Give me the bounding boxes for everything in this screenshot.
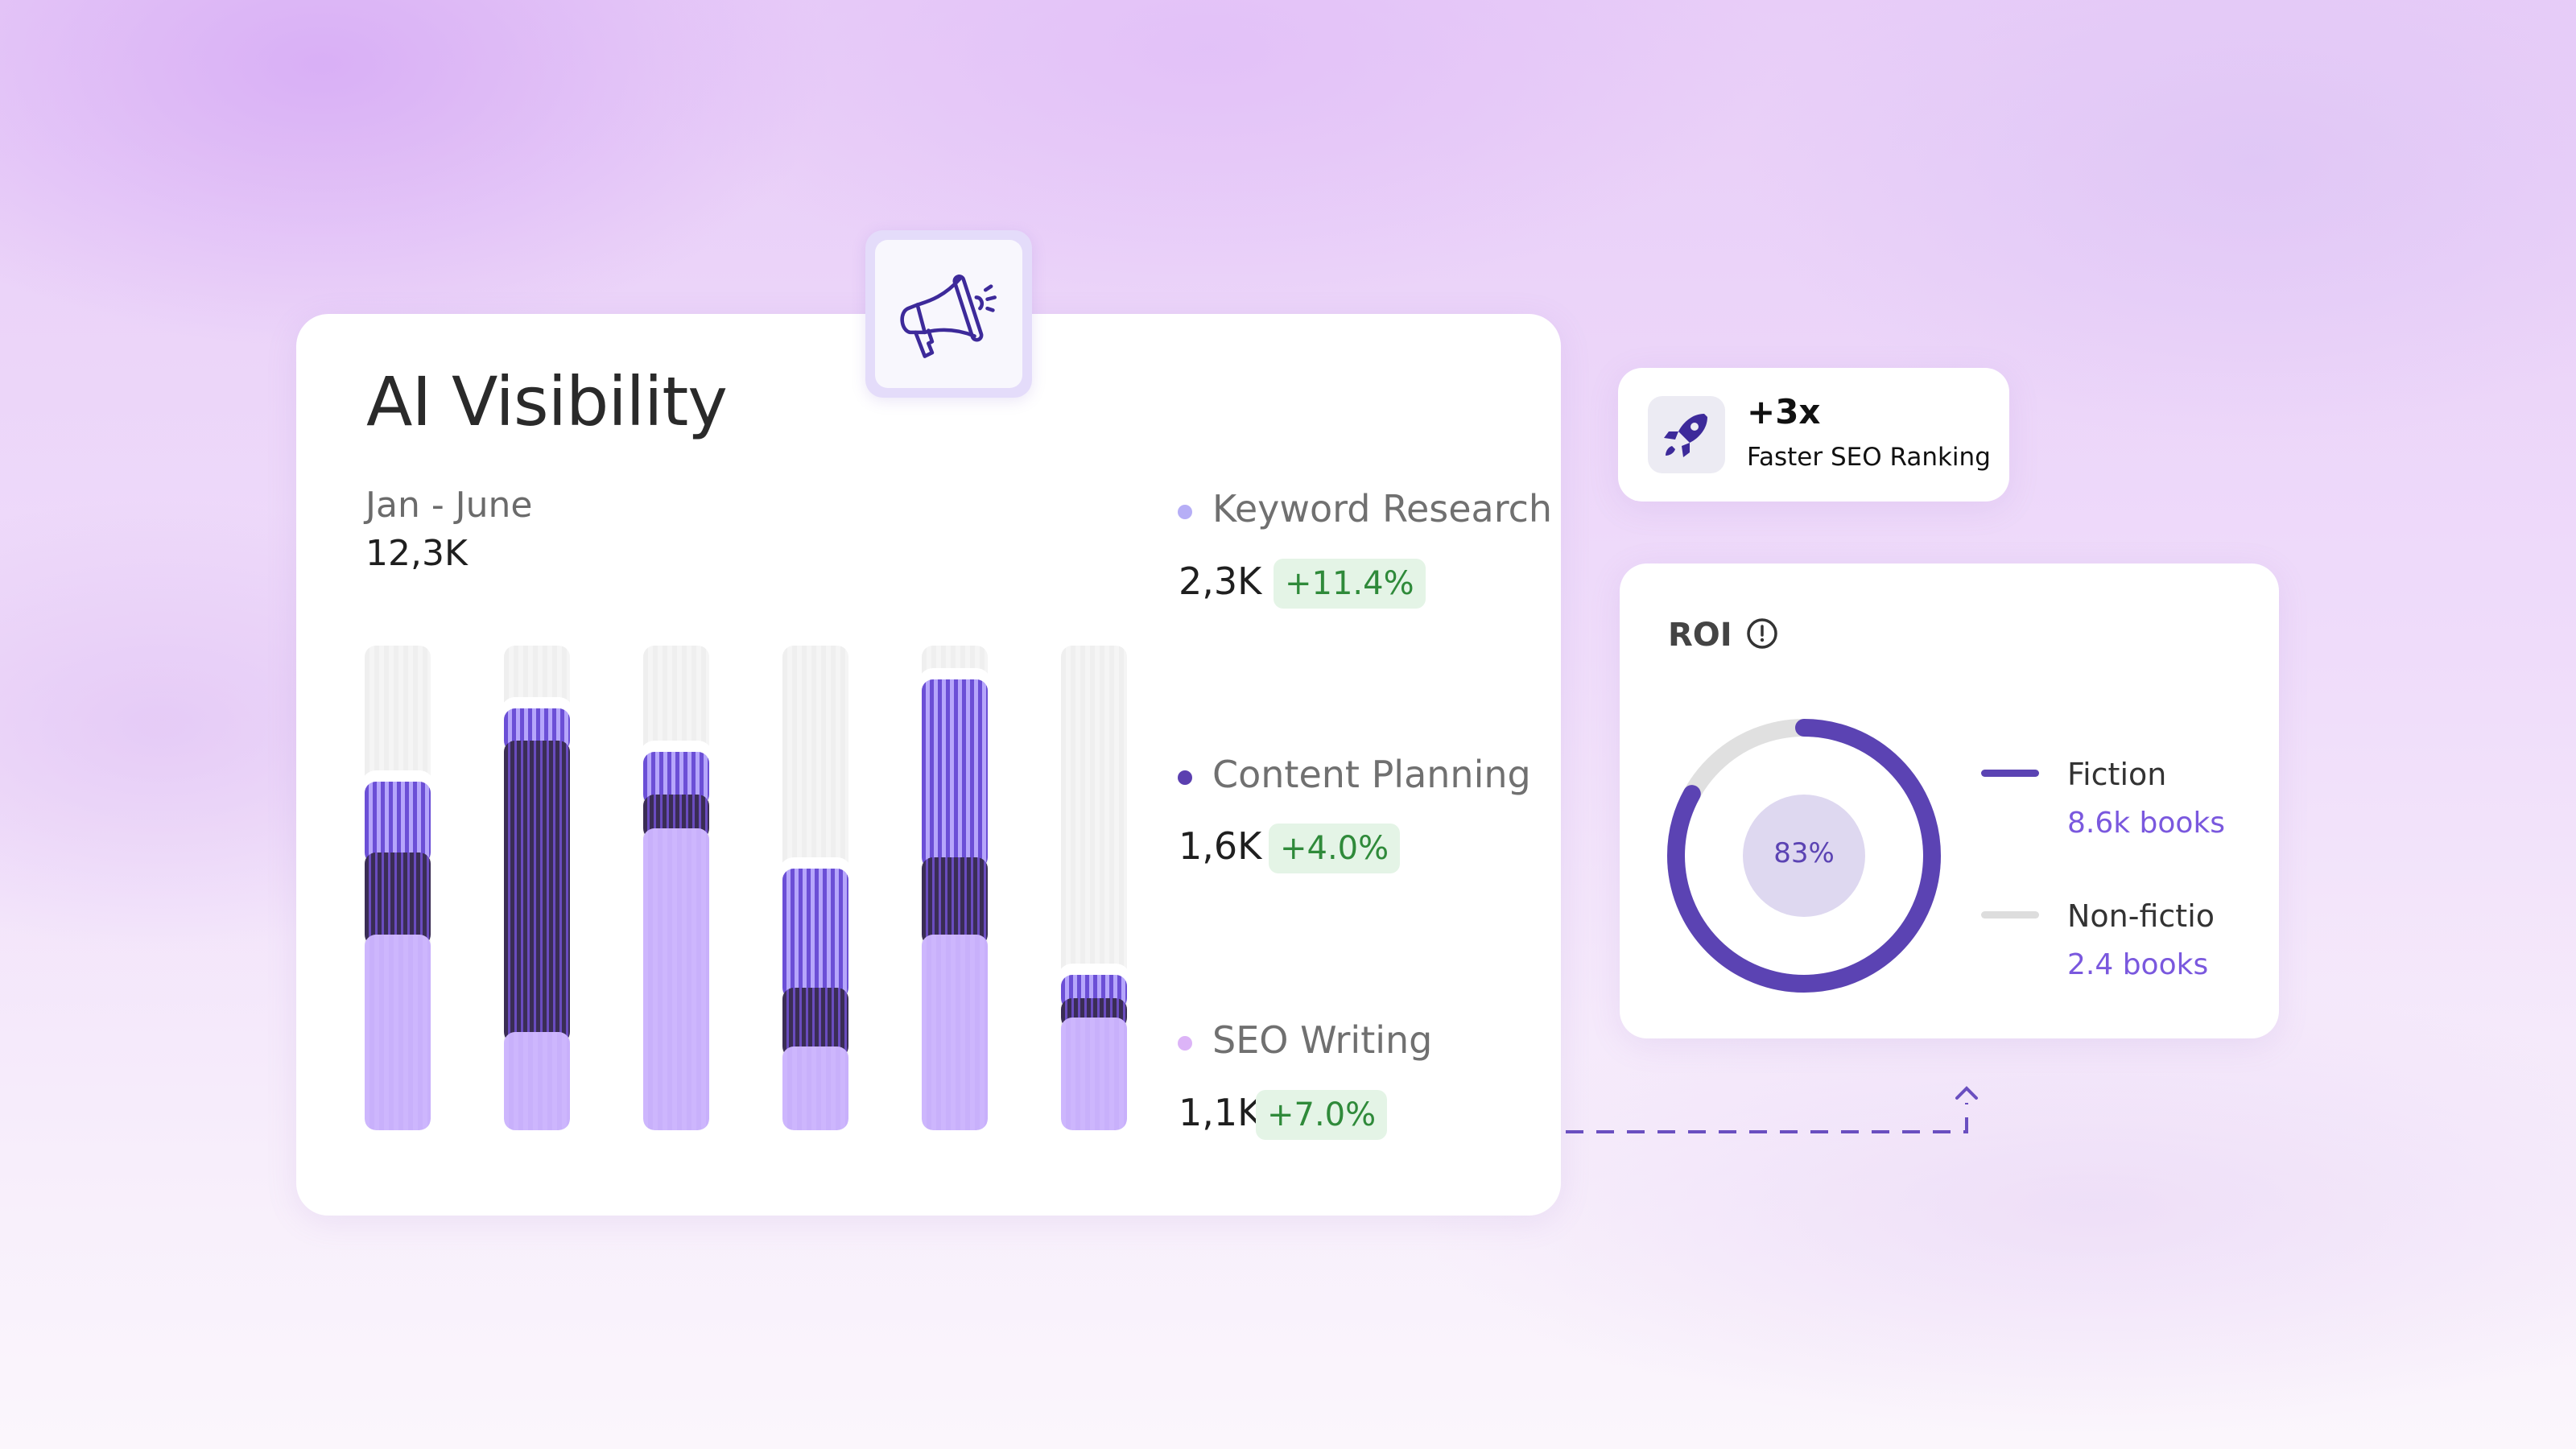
- bar-segment-seo-writing: [365, 935, 431, 1130]
- info-icon[interactable]: [1745, 617, 1779, 650]
- legend-name: SEO Writing: [1212, 1018, 1433, 1062]
- bar-segment-seo-writing: [504, 1031, 570, 1130]
- legend-name-nonfiction: Non-fiction: [2067, 898, 2217, 934]
- rocket-icon-box: [1648, 396, 1725, 473]
- total-value: 12,3K: [365, 533, 468, 574]
- legend-value-nonfiction: 2.4 books: [2067, 948, 2209, 981]
- bar-segment-content-planning: [782, 988, 848, 1058]
- bar-segment-content-planning: [504, 741, 570, 1043]
- roi-donut: [1667, 719, 1941, 993]
- seo-ranking-card: +3x Faster SEO Ranking: [1618, 368, 2009, 502]
- bar-segment-keyword-research: [365, 781, 431, 864]
- chevron-up-icon: [1955, 1086, 1978, 1100]
- legend-name-fiction: Fiction: [2067, 757, 2167, 792]
- ai-visibility-card: AI Visibility Jan - June 12,3K Keyword R…: [296, 314, 1561, 1216]
- rocket-icon: [1664, 414, 1707, 457]
- bar-6: [1061, 646, 1127, 1130]
- legend-dot: [1178, 770, 1192, 785]
- seo-subtitle: Faster SEO Ranking: [1747, 443, 1991, 472]
- legend-name: Keyword Research: [1212, 487, 1553, 530]
- legend-value: 2,3K: [1179, 559, 1262, 603]
- bar-segment-keyword-research: [782, 868, 848, 1000]
- bar-segment-seo-writing: [643, 828, 709, 1130]
- megaphone-icon: [900, 275, 997, 358]
- change-badge: +4.0%: [1269, 824, 1401, 873]
- change-badge: +7.0%: [1256, 1090, 1388, 1140]
- legend-line-fiction: [1981, 770, 2039, 777]
- bar-segment-content-planning: [365, 852, 431, 947]
- roi-title: ROI: [1668, 617, 1732, 654]
- bar-segment-keyword-research: [922, 679, 988, 869]
- donut-center: [1743, 795, 1865, 917]
- bar-segment-seo-writing: [922, 935, 988, 1130]
- change-badge: +11.4%: [1274, 559, 1426, 609]
- legend-dot: [1178, 1036, 1192, 1051]
- bar-segment-seo-writing: [1061, 1017, 1127, 1130]
- roi-card: ROI 83% Fiction 8.6k books Non-fiction 2…: [1620, 564, 2279, 1038]
- legend-line-nonfiction: [1981, 911, 2039, 919]
- bar-4: [782, 646, 848, 1130]
- donut-arc: [1667, 719, 1941, 993]
- bar-segment-seo-writing: [782, 1046, 848, 1130]
- donut-label: 83%: [1773, 837, 1835, 869]
- legend-value: 1,6K: [1179, 824, 1262, 868]
- legend-value: 1,1K: [1179, 1091, 1262, 1134]
- card-title: AI Visibility: [366, 362, 728, 441]
- megaphone-badge: [865, 230, 1032, 398]
- legend-value-fiction: 8.6k books: [2067, 807, 2226, 840]
- legend-dot: [1178, 505, 1192, 519]
- legend-name: Content Planning: [1212, 753, 1531, 796]
- bar-1: [365, 646, 431, 1130]
- bar-segment-content-planning: [922, 857, 988, 947]
- seo-headline: +3x: [1747, 392, 1821, 431]
- bar-3: [643, 646, 709, 1130]
- bar-2: [504, 646, 570, 1130]
- bar-5: [922, 646, 988, 1130]
- period-label: Jan - June: [365, 485, 533, 526]
